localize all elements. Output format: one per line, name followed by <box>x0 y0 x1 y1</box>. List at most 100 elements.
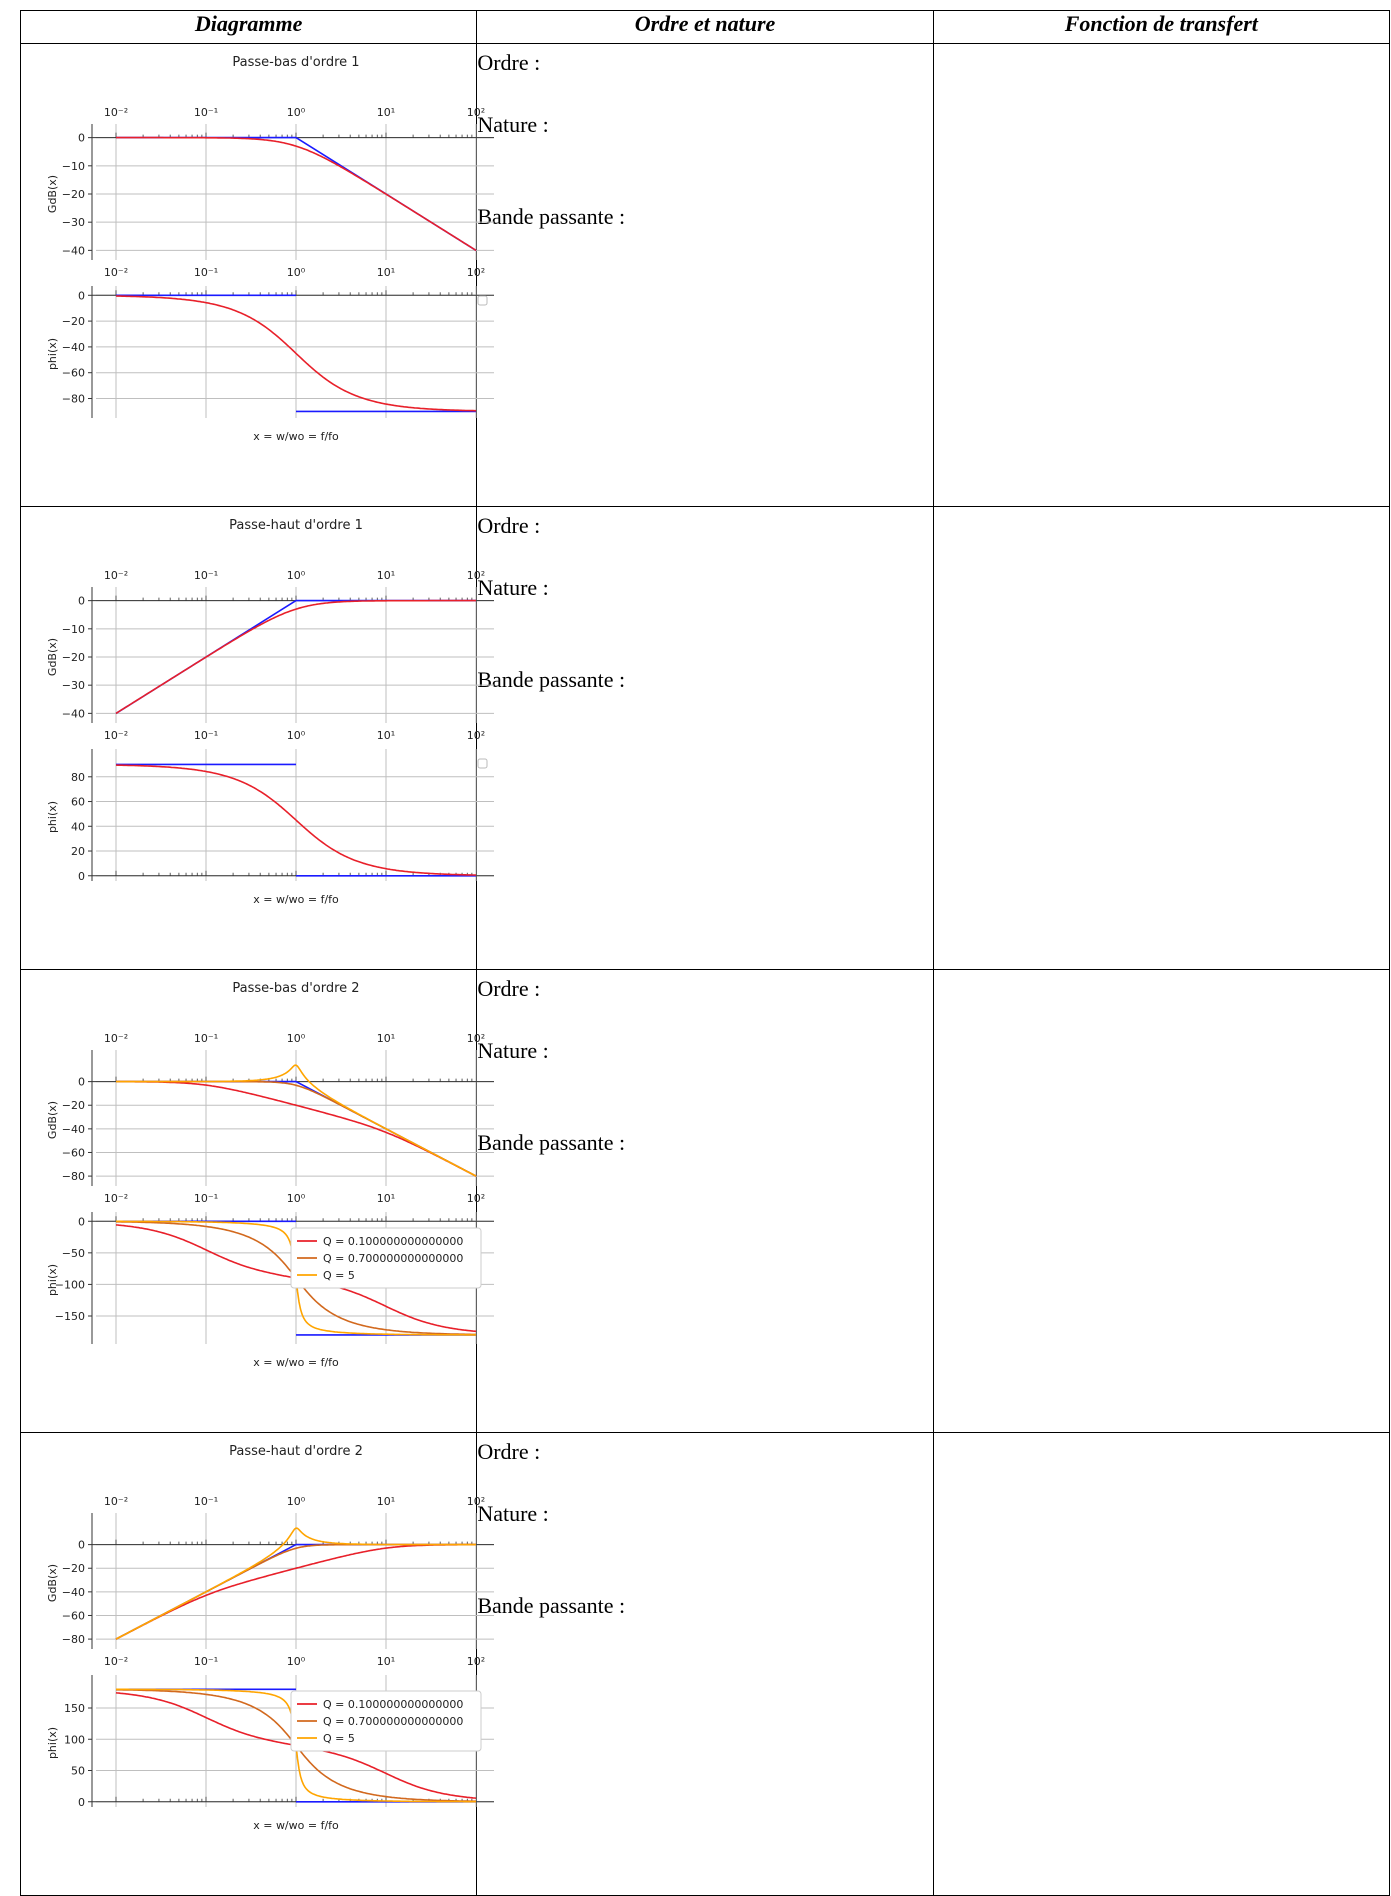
y-tick-label: −20 <box>62 315 85 328</box>
x-tick-label: 10⁻² <box>104 1655 128 1668</box>
y-tick-label: 0 <box>78 1539 85 1552</box>
y-tick-label: −30 <box>62 216 85 229</box>
table-row: Passe-haut d'ordre 2 0 −20 −40 −60 −80 GdB(x) 0… <box>19 1432 1391 1896</box>
y-axis-label: phi(x) <box>46 338 59 370</box>
y-tick-label: −100 <box>55 1278 85 1291</box>
y-tick-label: 20 <box>71 845 85 858</box>
x-tick-label: 10² <box>467 569 485 582</box>
y-tick-label: −50 <box>62 1247 85 1260</box>
x-tick-label: 10¹ <box>377 1032 395 1045</box>
x-tick-label: 10⁻¹ <box>194 266 218 279</box>
bande-passante-label: Bande passante : <box>477 204 626 229</box>
x-tick-label: 10⁻² <box>104 1192 128 1205</box>
diagram-cell: Passe-bas d'ordre 1 0 −10 −20 −30 −40 GdB(x) 0 −… <box>19 43 494 507</box>
gain-curve-series <box>115 1543 476 1640</box>
y-axis-label: phi(x) <box>46 801 59 833</box>
table-row: Passe-haut d'ordre 1 0 −10 −20 −30 −40 GdB(x) 0… <box>19 506 1391 970</box>
x-tick-label: 10⁻¹ <box>194 1192 218 1205</box>
chart-title: Passe-bas d'ordre 1 <box>232 55 359 70</box>
y-tick-label: −80 <box>62 1170 85 1183</box>
gain-curve-series <box>116 1080 477 1177</box>
y-tick-label: 50 <box>71 1765 85 1778</box>
chart-title: Passe-haut d'ordre 1 <box>229 518 363 533</box>
x-tick-label: 10⁻¹ <box>194 106 218 119</box>
y-tick-label: −40 <box>62 1586 85 1599</box>
transfer-function-cell <box>932 1432 1391 1896</box>
y-tick-label: −20 <box>62 188 85 201</box>
transfer-function-cell <box>932 43 1391 507</box>
x-tick-label: 10² <box>467 1032 485 1045</box>
y-tick-label: −40 <box>62 244 85 257</box>
y-tick-label: −40 <box>62 1123 85 1136</box>
x-axis-label: x = w/wo = f/fo <box>253 1819 339 1832</box>
table-row: Passe-bas d'ordre 2 0 −20 −40 −60 −80 GdB(x) 0 −… <box>19 969 1391 1433</box>
y-axis-label: phi(x) <box>46 1264 59 1296</box>
y-axis-label: GdB(x) <box>46 1564 59 1602</box>
x-tick-label: 10¹ <box>377 106 395 119</box>
y-tick-label: 0 <box>78 1796 85 1809</box>
x-tick-label: 10² <box>467 266 485 279</box>
bode-plot-lp1: Passe-bas d'ordre 1 0 −10 −20 −30 −40 GdB(x) 0 −… <box>46 55 494 443</box>
header-ordre-nature: Ordre et nature <box>476 10 934 44</box>
y-tick-label: −80 <box>62 393 85 406</box>
x-tick-label: 10¹ <box>377 266 395 279</box>
legend-box <box>477 758 488 769</box>
plot-panel: 0 −10 −20 −30 −40 GdB(x) <box>46 124 494 260</box>
bande-passante-label: Bande passante : <box>477 1130 626 1155</box>
legend-entry: Q = 0.700000000000000 <box>323 1252 463 1265</box>
legend-box <box>290 1690 482 1752</box>
order-nature-cell: Ordre : Nature : Bande passante : <box>476 43 934 507</box>
x-tick-label: 10⁻¹ <box>194 569 218 582</box>
plot-panel: 0 −20 −40 −60 −80 GdB(x) <box>46 1050 494 1186</box>
ordre-label: Ordre : <box>477 513 541 538</box>
x-axis-label: x = w/wo = f/fo <box>253 893 339 906</box>
order-nature-cell: Ordre : Nature : Bande passante : <box>476 1432 934 1896</box>
plot-panel: 0 50 100 150 phi(x) Q = 0.100000000000000 Q = … <box>46 1675 494 1809</box>
order-nature-cell: Ordre : Nature : Bande passante : <box>476 969 934 1433</box>
x-tick-label: 10⁰ <box>287 1495 306 1508</box>
y-tick-label: 0 <box>78 289 85 302</box>
y-tick-label: 100 <box>64 1733 85 1746</box>
plot-panel: 0 −50 −100 −150 phi(x) Q = 0.100000000000000 Q… <box>46 1212 494 1344</box>
x-tick-label: 10⁻² <box>104 729 128 742</box>
plot-panel: 0 20 40 60 80 phi(x) <box>46 749 494 883</box>
y-tick-label: 40 <box>71 820 85 833</box>
diagram-cell: Passe-haut d'ordre 2 0 −20 −40 −60 −80 GdB(x) 0… <box>19 1432 494 1896</box>
ordre-label: Ordre : <box>477 976 541 1001</box>
x-tick-label: 10¹ <box>377 729 395 742</box>
bode-plot-hp2: Passe-haut d'ordre 20−20−40−60−80GdB(x)0… <box>46 1444 494 1832</box>
plot-panel: 0 −10 −20 −30 −40 GdB(x) <box>46 587 494 723</box>
y-tick-label: −80 <box>62 1633 85 1646</box>
gain-curve <box>115 599 476 715</box>
y-axis-label: GdB(x) <box>46 175 59 213</box>
filter-table: Diagramme Ordre et nature Fonction de tr… <box>19 10 1391 1896</box>
x-tick-label: 10⁰ <box>287 1655 306 1668</box>
x-tick-label: 10² <box>467 106 485 119</box>
x-tick-label: 10⁻² <box>104 1495 128 1508</box>
phase-curve <box>115 764 477 876</box>
y-tick-label: 0 <box>78 1215 85 1228</box>
nature-label: Nature : <box>477 1038 549 1063</box>
header-diagramme: Diagramme <box>19 10 478 44</box>
legend-box <box>290 1227 482 1289</box>
y-axis-label: GdB(x) <box>46 638 59 676</box>
legend-entry: Q = 5 <box>323 1732 355 1745</box>
x-tick-label: 10² <box>467 1192 485 1205</box>
y-tick-label: 0 <box>78 132 85 145</box>
y-axis-label: GdB(x) <box>46 1101 59 1139</box>
gain-curve-series <box>115 1527 476 1640</box>
legend-entry: Q = 0.100000000000000 <box>323 1235 463 1248</box>
y-tick-label: 150 <box>64 1702 85 1715</box>
plot-panel: 0 −20 −40 −60 −80 phi(x) <box>46 286 494 418</box>
x-tick-label: 10⁰ <box>287 569 306 582</box>
bande-passante-label: Bande passante : <box>477 1593 626 1618</box>
y-tick-label: −20 <box>62 1562 85 1575</box>
transfer-function-cell <box>932 506 1391 970</box>
y-tick-label: −150 <box>55 1310 85 1323</box>
x-tick-label: 10⁻¹ <box>194 1495 218 1508</box>
nature-label: Nature : <box>477 575 549 600</box>
y-tick-label: −10 <box>62 160 85 173</box>
x-tick-label: 10² <box>467 1655 485 1668</box>
diagram-cell: Passe-haut d'ordre 1 0 −10 −20 −30 −40 GdB(x) 0… <box>19 506 494 970</box>
y-axis-label: phi(x) <box>46 1727 59 1759</box>
